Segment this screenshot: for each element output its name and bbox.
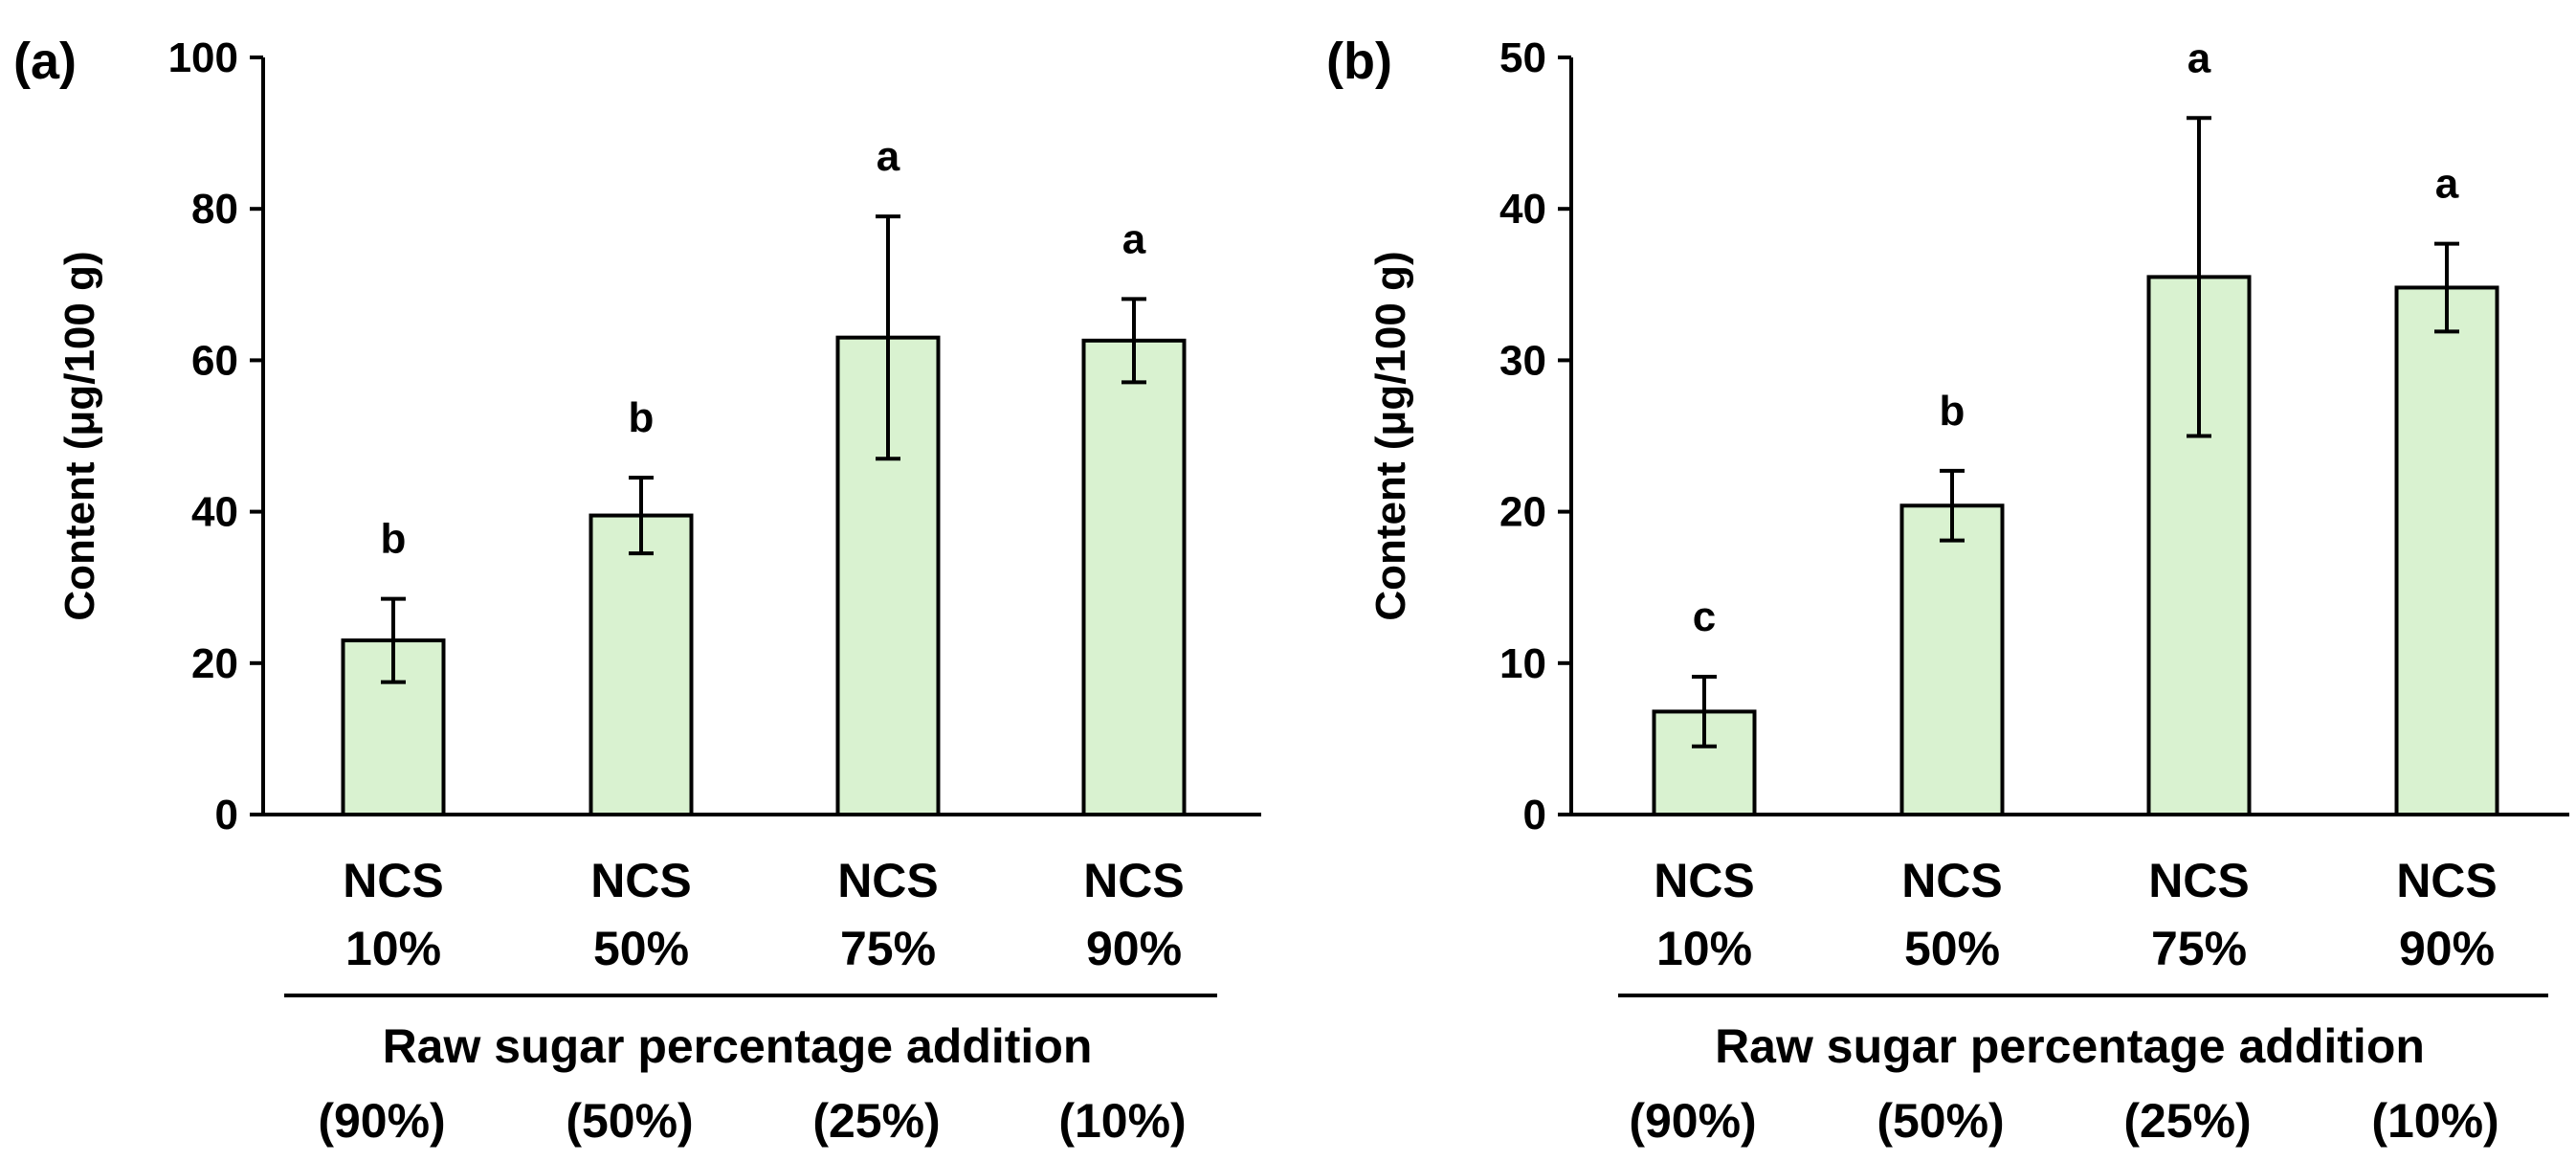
y-tick-label: 60 — [191, 337, 238, 384]
y-tick-label: 10 — [1499, 640, 1546, 687]
y-axis-label: Content (μg/100 g) — [1367, 251, 1414, 620]
x-category-label: NCS — [343, 854, 444, 907]
y-axis-label: Content (μg/100 g) — [56, 251, 103, 620]
x-category-label: 10% — [1656, 922, 1752, 975]
x-category-label: 90% — [2399, 922, 2495, 975]
y-tick-label: 40 — [191, 489, 238, 536]
significance-letter: b — [629, 394, 655, 441]
x-category-label: 10% — [345, 922, 441, 975]
x-category-label: NCS — [1083, 854, 1185, 907]
x-category-label: 75% — [840, 922, 936, 975]
y-tick-label: 30 — [1499, 337, 1546, 384]
y-tick-label: 80 — [191, 186, 238, 233]
x-category-label: 50% — [1904, 922, 2000, 975]
bar — [588, 513, 694, 816]
y-tick-label: 0 — [1523, 792, 1546, 838]
x-group-label: Raw sugar percentage addition — [1715, 1019, 2425, 1073]
x-category-label: 50% — [593, 922, 689, 975]
x-group-label: Raw sugar percentage addition — [383, 1019, 1093, 1073]
x-group-value: (90%) — [318, 1094, 445, 1148]
x-group-value: (50%) — [1876, 1094, 2004, 1148]
x-category-label: 90% — [1086, 922, 1182, 975]
x-category-label: 75% — [2151, 922, 2247, 975]
y-tick-label: 0 — [215, 792, 238, 838]
x-category-label: NCS — [2396, 854, 2498, 907]
y-tick-label: 20 — [191, 640, 238, 687]
bar — [2394, 285, 2499, 816]
x-group-value: (50%) — [566, 1094, 693, 1148]
x-group-value: (10%) — [2371, 1094, 2498, 1148]
significance-letter: a — [1122, 215, 1146, 262]
significance-letter: a — [2187, 34, 2211, 81]
y-tick-label: 100 — [168, 34, 238, 81]
bar — [1899, 503, 2005, 816]
significance-letter: a — [2435, 161, 2459, 208]
panel-label: (b) — [1326, 33, 1392, 90]
y-tick-label: 20 — [1499, 489, 1546, 536]
y-tick-label: 50 — [1499, 34, 1546, 81]
significance-letter: b — [1940, 388, 1965, 435]
significance-letter: a — [877, 133, 900, 180]
x-category-label: NCS — [590, 854, 692, 907]
x-group-value: (10%) — [1058, 1094, 1186, 1148]
x-category-label: NCS — [1654, 854, 1755, 907]
significance-letter: c — [1693, 593, 1716, 640]
x-category-label: NCS — [837, 854, 939, 907]
x-group-value: (25%) — [2123, 1094, 2251, 1148]
x-category-label: NCS — [1901, 854, 2003, 907]
x-group-value: (25%) — [812, 1094, 940, 1148]
significance-letter: b — [381, 516, 407, 563]
panel-label: (a) — [13, 33, 77, 90]
y-tick-label: 40 — [1499, 186, 1546, 233]
x-group-value: (90%) — [1629, 1094, 1756, 1148]
x-category-label: NCS — [2148, 854, 2250, 907]
bar — [1081, 338, 1187, 816]
